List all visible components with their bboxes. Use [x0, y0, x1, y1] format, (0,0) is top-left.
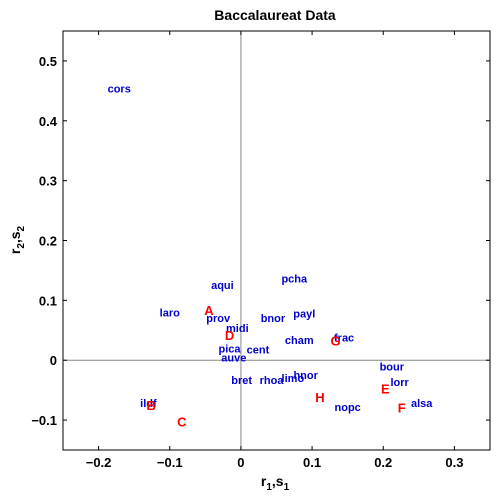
- region-label-hnor: hnor: [293, 370, 318, 382]
- zero-lines: [63, 31, 490, 450]
- y-tick-label: 0.2: [39, 234, 57, 249]
- x-tick-label: 0.2: [374, 455, 392, 470]
- category-label-h: H: [315, 390, 324, 405]
- y-tick-label: 0.5: [39, 54, 57, 69]
- x-tick-label: 0.1: [303, 455, 321, 470]
- region-label-bour: bour: [380, 361, 405, 373]
- x-axis: −0.2 −0.1 0 0.1 0.2 0.3: [86, 31, 463, 470]
- category-label-e: E: [381, 381, 390, 396]
- y-tick-label: 0.3: [39, 174, 57, 189]
- x-tick-label: 0: [237, 455, 244, 470]
- category-label-f: F: [398, 401, 406, 416]
- region-label-alsa: alsa: [411, 398, 433, 410]
- region-label-bret: bret: [231, 375, 252, 387]
- region-label-nopc: nopc: [335, 402, 361, 414]
- region-label-rhoa: rhoa: [260, 375, 285, 387]
- y-tick-label: −0.1: [31, 413, 57, 428]
- region-label-pica: pica: [219, 343, 242, 355]
- plot-area: [62, 30, 491, 451]
- data-points: cors aqui pcha laro prov payl bnor midi cham frac…: [108, 84, 434, 430]
- region-label-bnor: bnor: [261, 313, 286, 325]
- region-label-cors: cors: [108, 84, 131, 96]
- y-tick-label: 0.1: [39, 293, 57, 308]
- y-tick-label: 0: [50, 353, 57, 368]
- category-label-g: G: [331, 334, 341, 349]
- category-label-a: A: [204, 303, 214, 318]
- y-tick-label: 0.4: [39, 114, 58, 129]
- region-label-limo: limo: [282, 373, 305, 385]
- region-label-auve: auve: [221, 352, 246, 364]
- region-label-midi: midi: [226, 323, 249, 335]
- region-label-aqui: aqui: [211, 280, 234, 292]
- chart-title: Baccalaureat Data: [214, 7, 336, 23]
- x-tick-label: −0.2: [86, 455, 112, 470]
- y-axis-label: r2,s2: [7, 225, 27, 254]
- region-label-prov: prov: [206, 313, 231, 325]
- x-tick-label: −0.1: [157, 455, 183, 470]
- x-tick-label: 0.3: [445, 455, 463, 470]
- region-label-frac: frac: [334, 333, 354, 345]
- region-label-cent: cent: [247, 345, 270, 357]
- category-label-c: C: [177, 414, 187, 429]
- region-label-payl: payl: [293, 309, 315, 321]
- category-label-d: D: [225, 328, 234, 343]
- region-label-laro: laro: [160, 308, 180, 320]
- x-axis-label: r1,s1: [261, 473, 290, 493]
- region-label-ildf: ildf: [140, 398, 157, 410]
- region-label-cham: cham: [285, 335, 314, 347]
- region-label-lorr: lorr: [390, 377, 409, 389]
- category-label-b: B: [147, 398, 156, 413]
- y-axis: −0.1 0 0.1 0.2 0.3 0.4 0.5: [31, 54, 490, 428]
- region-label-pcha: pcha: [281, 273, 308, 285]
